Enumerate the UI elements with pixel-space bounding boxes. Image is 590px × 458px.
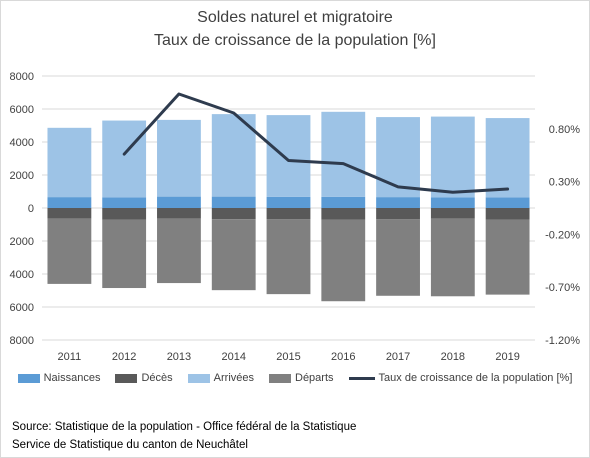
bar-deces <box>266 208 311 220</box>
legend-label-deces: Décès <box>141 372 173 384</box>
bar-departs <box>157 218 201 284</box>
x-tick-label: 2014 <box>221 351 245 363</box>
legend-item-naissances: Naissances <box>17 372 101 384</box>
bar-arrivees <box>430 116 475 198</box>
y2-tick-label: -0.70% <box>545 282 580 294</box>
bar-arrivees <box>321 111 366 197</box>
legend-swatch-taux <box>348 376 375 380</box>
x-tick-label: 2015 <box>276 351 300 363</box>
y-tick-label: 2000 <box>10 170 34 182</box>
y-tick-label: 8000 <box>10 335 34 347</box>
bar-departs <box>102 219 147 289</box>
bar-departs <box>211 219 256 291</box>
bar-naissances <box>321 196 366 208</box>
source-line-2: Service de Statistique du canton de Neuc… <box>12 439 248 451</box>
bar-departs <box>47 218 92 284</box>
bar-arrivees <box>266 115 311 197</box>
bar-deces <box>485 208 530 220</box>
bar-departs <box>430 218 475 297</box>
bar-naissances <box>102 197 147 208</box>
bar-arrivees <box>485 118 530 198</box>
bar-deces <box>157 208 201 219</box>
x-tick-label: 2013 <box>167 351 191 363</box>
bar-departs <box>485 219 530 295</box>
bar-deces <box>376 208 420 220</box>
y-tick-label: 4000 <box>10 269 34 281</box>
x-tick-label: 2018 <box>441 351 465 363</box>
y2-tick-label: -1.20% <box>545 335 580 347</box>
bar-naissances <box>485 197 530 208</box>
bar-arrivees <box>47 127 92 198</box>
y-tick-label: 6000 <box>10 302 34 314</box>
bar-arrivees <box>376 117 420 198</box>
bar-deces <box>102 208 147 220</box>
x-tick-label: 2011 <box>58 351 82 363</box>
bar-arrivees <box>102 120 147 198</box>
x-tick-label: 2012 <box>112 351 136 363</box>
legend-swatch-deces <box>115 373 138 383</box>
legend-item-taux: Taux de croissance de la population [%] <box>348 372 573 384</box>
source-note: Source: Statistique de la population - O… <box>12 418 356 454</box>
bar-deces <box>47 208 92 219</box>
chart-legend: Naissances Décès Arrivées Départs Taux d… <box>0 372 590 384</box>
y-tick-label: 6000 <box>10 104 34 116</box>
legend-swatch-naissances <box>17 373 40 383</box>
bar-naissances <box>266 196 311 208</box>
legend-label-taux: Taux de croissance de la population [%] <box>378 372 573 384</box>
bar-arrivees <box>157 119 201 197</box>
bar-arrivees <box>211 114 256 197</box>
bar-naissances <box>430 197 475 208</box>
line-taux-croissance <box>122 92 510 194</box>
bar-naissances <box>157 196 201 208</box>
legend-label-naissances: Naissances <box>43 372 101 384</box>
y2-tick-label: -0.20% <box>545 229 580 241</box>
x-tick-label: 2019 <box>495 351 519 363</box>
x-tick-label: 2017 <box>386 351 410 363</box>
y-tick-label: 2000 <box>10 236 34 248</box>
bar-departs <box>266 219 311 295</box>
bar-deces <box>211 208 256 220</box>
y-tick-label: 8000 <box>10 71 34 83</box>
y-tick-label: 0 <box>28 203 34 215</box>
legend-swatch-departs <box>269 373 291 383</box>
legend-label-arrivees: Arrivées <box>213 372 254 384</box>
legend-label-departs: Départs <box>295 372 334 384</box>
bar-deces <box>430 208 475 219</box>
bar-deces <box>321 208 366 220</box>
legend-item-departs: Départs <box>269 372 334 384</box>
bar-departs <box>321 219 366 302</box>
legend-item-arrivees: Arrivées <box>187 372 254 384</box>
bar-naissances <box>211 196 256 208</box>
bar-naissances <box>47 197 92 208</box>
y2-tick-label: 0.30% <box>549 177 580 189</box>
legend-item-deces: Décès <box>115 372 173 384</box>
y2-tick-label: 0.80% <box>549 124 580 136</box>
legend-swatch-arrivees <box>187 373 210 383</box>
bar-naissances <box>376 197 420 208</box>
x-tick-label: 2016 <box>331 351 355 363</box>
chart-title: Soldes naturel et migratoire <box>197 9 393 26</box>
bar-departs <box>376 219 420 296</box>
source-line-1: Source: Statistique de la population - O… <box>12 421 357 433</box>
chart-subtitle: Taux de croissance de la population [%] <box>154 32 436 49</box>
y-tick-label: 4000 <box>10 137 34 149</box>
